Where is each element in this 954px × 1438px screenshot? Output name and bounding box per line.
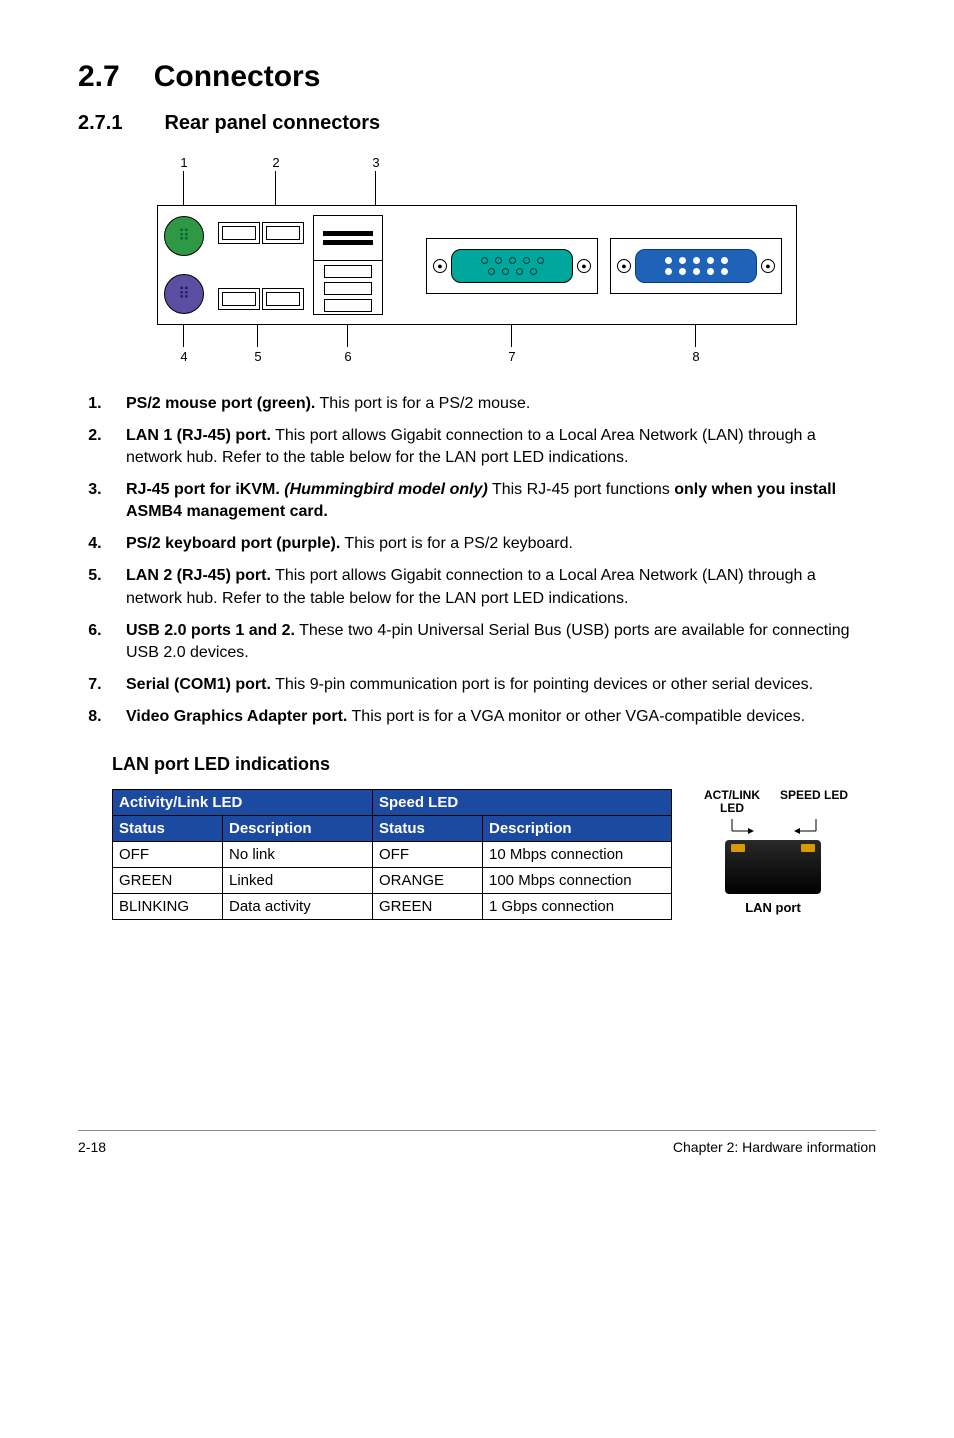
usb-port-icon bbox=[262, 222, 304, 244]
page-footer: 2-18 Chapter 2: Hardware information bbox=[78, 1130, 876, 1155]
rear-panel-diagram: 1 2 3 ⠿ ⠿ bbox=[78, 155, 876, 365]
usb-port-icon bbox=[218, 222, 260, 244]
item-lead: Video Graphics Adapter port. bbox=[126, 708, 347, 725]
ps2-keyboard-icon: ⠿ bbox=[164, 274, 204, 314]
section-number: 2.7 bbox=[78, 60, 120, 94]
table-cell: GREEN bbox=[373, 893, 483, 919]
diagram-tick bbox=[375, 171, 376, 205]
table-cell: Linked bbox=[223, 867, 373, 893]
table-cell: BLINKING bbox=[113, 893, 223, 919]
diagram-tick bbox=[695, 325, 696, 347]
led-section: Activity/Link LED Speed LED Status Descr… bbox=[112, 789, 876, 920]
table-cell: OFF bbox=[373, 841, 483, 867]
table-cell: 100 Mbps connection bbox=[483, 867, 672, 893]
list-item: Serial (COM1) port. This 9-pin communica… bbox=[106, 674, 876, 696]
item-text: This port is for a PS/2 mouse. bbox=[315, 395, 530, 412]
led-table: Activity/Link LED Speed LED Status Descr… bbox=[112, 789, 672, 920]
table-row: GREEN Linked ORANGE 100 Mbps connection bbox=[113, 867, 672, 893]
diagram-label-2: 2 bbox=[271, 155, 281, 170]
list-item: USB 2.0 ports 1 and 2. These two 4-pin U… bbox=[106, 620, 876, 664]
page: 2.7 Connectors 2.7.1 Rear panel connectors… bbox=[0, 0, 954, 1195]
table-cell: GREEN bbox=[113, 867, 223, 893]
list-item: PS/2 keyboard port (purple). This port i… bbox=[106, 533, 876, 555]
section-title: 2.7 Connectors bbox=[78, 60, 876, 94]
item-lead: PS/2 mouse port (green). bbox=[126, 395, 315, 412]
diagram-canvas: 1 2 3 ⠿ ⠿ bbox=[157, 155, 797, 365]
item-text: This port is for a PS/2 keyboard. bbox=[340, 535, 573, 552]
serial-port-icon: ● ● bbox=[426, 238, 598, 294]
list-item: RJ-45 port for iKVM. (Hummingbird model … bbox=[106, 479, 876, 523]
usb-port-icon bbox=[218, 288, 260, 310]
table-subheader: Description bbox=[483, 815, 672, 841]
item-lead: USB 2.0 ports 1 and 2. bbox=[126, 622, 295, 639]
lan-port-visual: ACT/LINK LED SPEED LED LAN port bbox=[698, 789, 848, 915]
lan-arrows-icon bbox=[698, 817, 848, 835]
diagram-tick bbox=[183, 325, 184, 347]
diagram-label-3: 3 bbox=[371, 155, 381, 170]
subsection-title: 2.7.1 Rear panel connectors bbox=[78, 112, 876, 135]
item-text: This port is for a VGA monitor or other … bbox=[347, 708, 805, 725]
item-lead: LAN 1 (RJ-45) port. bbox=[126, 427, 271, 444]
lan-port-icon bbox=[725, 840, 821, 894]
led-heading: LAN port LED indications bbox=[112, 754, 876, 775]
diagram-tick bbox=[183, 171, 184, 205]
diagram-label-1: 1 bbox=[179, 155, 189, 170]
subsection-text: Rear panel connectors bbox=[164, 112, 380, 134]
lan-speed-label: SPEED LED bbox=[780, 789, 848, 815]
table-cell: Data activity bbox=[223, 893, 373, 919]
subsection-number: 2.7.1 bbox=[78, 112, 122, 135]
lan-port-caption: LAN port bbox=[698, 900, 848, 915]
table-cell: OFF bbox=[113, 841, 223, 867]
item-text: This 9-pin communication port is for poi… bbox=[271, 676, 813, 693]
table-subheader: Status bbox=[373, 815, 483, 841]
table-row: OFF No link OFF 10 Mbps connection bbox=[113, 841, 672, 867]
item-lead: PS/2 keyboard port (purple). bbox=[126, 535, 340, 552]
vga-port-icon: ● ● bbox=[610, 238, 782, 294]
diagram-label-8: 8 bbox=[691, 349, 701, 364]
list-item: PS/2 mouse port (green). This port is fo… bbox=[106, 393, 876, 415]
connector-list: PS/2 mouse port (green). This port is fo… bbox=[78, 393, 876, 728]
table-header: Activity/Link LED bbox=[113, 789, 373, 815]
table-cell: 1 Gbps connection bbox=[483, 893, 672, 919]
table-header: Speed LED bbox=[373, 789, 672, 815]
list-item: LAN 1 (RJ-45) port. This port allows Gig… bbox=[106, 425, 876, 469]
table-cell: 10 Mbps connection bbox=[483, 841, 672, 867]
diagram-tick bbox=[257, 325, 258, 347]
diagram-label-4: 4 bbox=[179, 349, 189, 364]
list-item: LAN 2 (RJ-45) port. This port allows Gig… bbox=[106, 565, 876, 609]
item-text: This RJ-45 port functions bbox=[488, 481, 674, 498]
lan-act-label: ACT/LINK LED bbox=[698, 789, 766, 815]
item-model: (Hummingbird model only) bbox=[284, 481, 488, 498]
list-item: Video Graphics Adapter port. This port i… bbox=[106, 706, 876, 728]
item-lead: Serial (COM1) port. bbox=[126, 676, 271, 693]
usb-port-icon bbox=[262, 288, 304, 310]
table-cell: No link bbox=[223, 841, 373, 867]
ps2-mouse-icon: ⠿ bbox=[164, 216, 204, 256]
diagram-tick bbox=[511, 325, 512, 347]
footer-page-number: 2-18 bbox=[78, 1139, 106, 1155]
item-lead: LAN 2 (RJ-45) port. bbox=[126, 567, 271, 584]
section-text: Connectors bbox=[154, 60, 321, 93]
rear-panel: ⠿ ⠿ .panel .rj45 { left:156px; } .pan bbox=[157, 205, 797, 325]
diagram-label-7: 7 bbox=[507, 349, 517, 364]
table-cell: ORANGE bbox=[373, 867, 483, 893]
diagram-label-6: 6 bbox=[343, 349, 353, 364]
table-subheader: Description bbox=[223, 815, 373, 841]
item-lead: RJ-45 port for iKVM. bbox=[126, 481, 284, 498]
diagram-label-5: 5 bbox=[253, 349, 263, 364]
diagram-tick bbox=[275, 171, 276, 205]
footer-chapter: Chapter 2: Hardware information bbox=[673, 1139, 876, 1155]
table-subheader: Status bbox=[113, 815, 223, 841]
diagram-tick bbox=[347, 325, 348, 347]
table-row: BLINKING Data activity GREEN 1 Gbps conn… bbox=[113, 893, 672, 919]
